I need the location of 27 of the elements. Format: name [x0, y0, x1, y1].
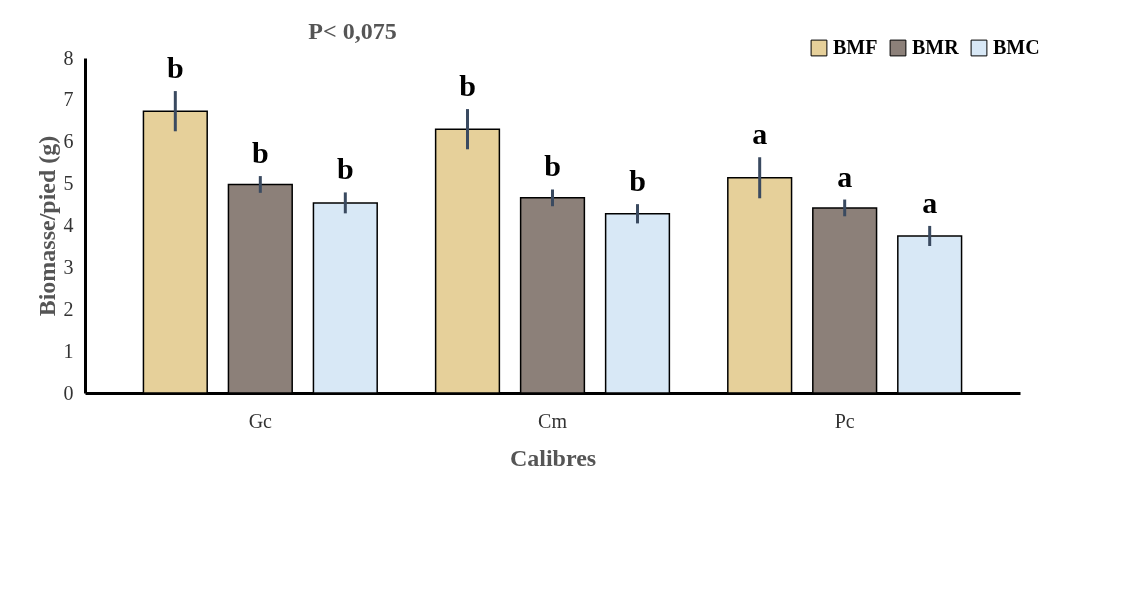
y-tick-label: 0	[63, 381, 74, 404]
data-label: a	[837, 159, 853, 193]
data-label: a	[752, 117, 768, 151]
legend-label: BMR	[912, 36, 960, 58]
data-label: b	[544, 149, 561, 183]
data-label: b	[251, 136, 269, 170]
chart-title: P< 0,075	[308, 18, 397, 44]
data-label: b	[166, 51, 184, 85]
x-tick-label: Cm	[538, 409, 568, 432]
y-tick-label: 8	[63, 46, 74, 69]
data-label: b	[459, 69, 476, 103]
data-label: b	[629, 164, 646, 198]
y-tick-label: 4	[63, 214, 74, 236]
x-axis-title: Calibres	[509, 444, 597, 471]
y-axis-title: Biomasse/pied (g)	[33, 135, 60, 317]
y-tick-label: 7	[63, 88, 74, 111]
data-label: b	[336, 152, 354, 186]
data-label: a	[922, 185, 938, 219]
y-tick-label: 5	[63, 172, 74, 195]
x-tick-label: Pc	[834, 409, 855, 432]
y-tick-label: 3	[63, 255, 74, 278]
y-tick-label: 1	[63, 339, 74, 362]
y-tick-label: 6	[63, 130, 74, 153]
legend-label: BMC	[993, 36, 1040, 58]
legend-label: BMF	[833, 36, 878, 58]
x-tick-label: Gc	[248, 409, 273, 432]
y-tick-label: 2	[63, 297, 74, 320]
